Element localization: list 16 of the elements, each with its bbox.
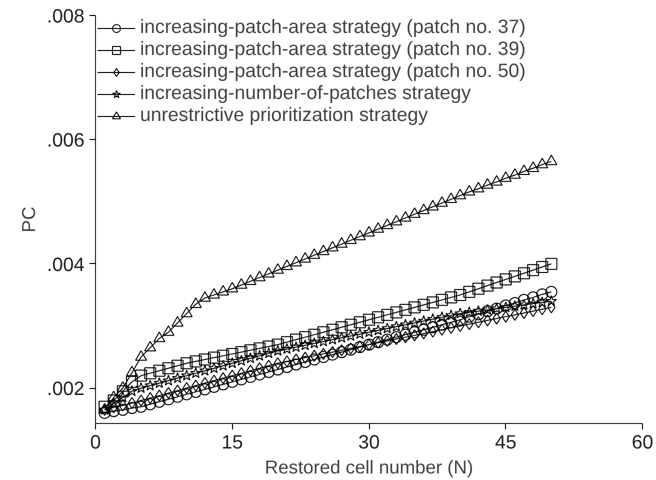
x-axis-title: Restored cell number (N) [264,456,474,478]
legend-label: increasing-patch-area strategy (patch no. 37) [140,17,526,39]
x-tick-label: 30 [358,432,380,454]
x-tick-label: 0 [90,432,101,454]
legend-label: unrestrictive prioritization strategy [140,105,428,127]
x-tick-label: 45 [495,432,516,454]
x-tick-label: 60 [632,432,654,454]
y-tick-label: .008 [46,6,85,28]
y-tick-label: .002 [46,379,85,400]
legend-label: increasing-patch-area strategy (patch no. 39) [140,39,526,61]
y-tick-label: .004 [46,254,85,276]
x-tick-label: 15 [222,432,243,454]
y-tick-label: .006 [46,130,85,152]
y-axis-title: PC [18,206,39,232]
legend-label: increasing-patch-area strategy (patch no. 50) [140,61,526,83]
legend-label: increasing-number-of-patches strategy [140,83,471,105]
